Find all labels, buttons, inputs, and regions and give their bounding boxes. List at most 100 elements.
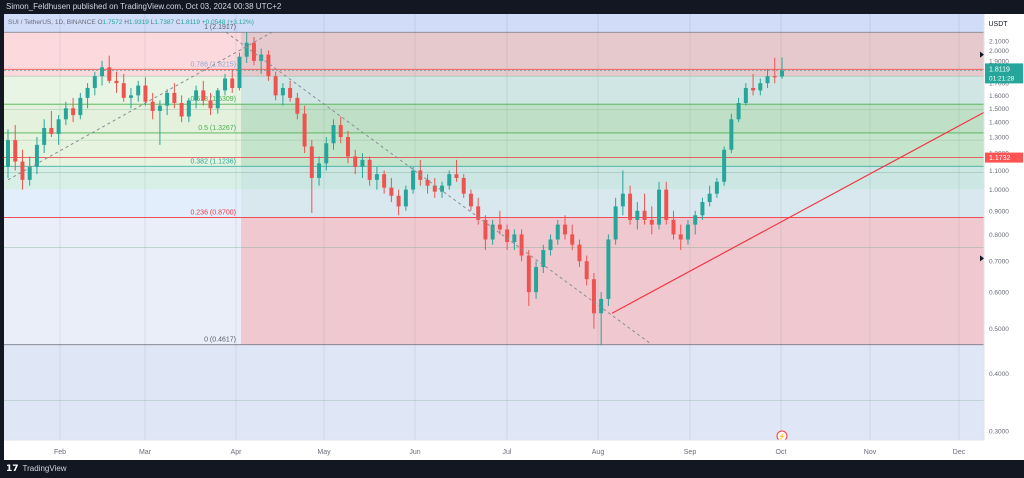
candle-body[interactable] [476, 206, 481, 220]
candle-body[interactable] [780, 70, 784, 77]
candle-body[interactable] [570, 234, 575, 245]
candle-body[interactable] [577, 244, 582, 262]
candle-body[interactable] [563, 224, 567, 235]
candle-body[interactable] [71, 108, 76, 116]
candle-body[interactable] [201, 90, 206, 101]
candle-body[interactable] [736, 103, 741, 120]
candle-body[interactable] [317, 163, 322, 178]
candle-body[interactable] [309, 146, 314, 178]
candle-body[interactable] [657, 189, 662, 225]
candle-body[interactable] [411, 170, 416, 190]
candle-body[interactable] [208, 100, 213, 109]
candle-body[interactable] [606, 239, 611, 299]
candle-body[interactable] [729, 119, 734, 150]
candle-body[interactable] [367, 159, 372, 180]
candle-body[interactable] [295, 97, 300, 114]
candle-body[interactable] [584, 261, 589, 280]
ascending-trendline[interactable] [611, 111, 985, 314]
candle-body[interactable] [722, 149, 727, 182]
candle-body[interactable] [685, 224, 690, 240]
candle-body[interactable] [591, 279, 596, 314]
candle-body[interactable] [215, 90, 220, 109]
candle-body[interactable] [541, 250, 546, 268]
candle-body[interactable] [461, 177, 466, 194]
candle-body[interactable] [353, 156, 358, 167]
candle-body[interactable] [345, 137, 350, 157]
candle-body[interactable] [374, 174, 379, 180]
price-axis[interactable] [984, 14, 1024, 460]
candle-body[interactable] [454, 174, 459, 178]
candle-body[interactable] [6, 140, 10, 167]
candle-body[interactable] [136, 85, 141, 96]
candle-body[interactable] [751, 87, 756, 91]
candle-body[interactable] [27, 166, 32, 180]
candle-body[interactable] [157, 105, 162, 111]
candle-body[interactable] [143, 85, 148, 102]
candle-body[interactable] [331, 125, 336, 144]
candle-body[interactable] [230, 78, 235, 88]
fib-dashed-downleg[interactable] [225, 31, 653, 346]
candle-body[interactable] [266, 54, 271, 77]
candle-body[interactable] [128, 95, 133, 98]
candle-body[interactable] [360, 159, 365, 167]
candle-body[interactable] [49, 127, 54, 134]
candle-body[interactable] [649, 219, 654, 225]
candle-body[interactable] [765, 76, 770, 84]
candle-body[interactable] [288, 87, 293, 98]
candle-body[interactable] [599, 298, 604, 314]
candle-body[interactable] [165, 92, 170, 106]
candle-body[interactable] [743, 87, 748, 104]
candle-body[interactable] [324, 143, 329, 164]
candle-body[interactable] [251, 42, 256, 61]
candle-body[interactable] [664, 189, 669, 220]
candle-body[interactable] [512, 234, 517, 243]
candle-body[interactable] [693, 215, 698, 225]
candle-body[interactable] [678, 234, 683, 240]
candle-body[interactable] [671, 219, 676, 235]
candle-body[interactable] [447, 174, 452, 186]
candle-body[interactable] [186, 100, 191, 117]
candle-body[interactable] [548, 239, 553, 251]
candle-body[interactable] [100, 67, 105, 77]
candle-body[interactable] [555, 224, 560, 240]
candle-body[interactable] [440, 185, 445, 192]
candle-body[interactable] [92, 76, 97, 88]
candle-body[interactable] [635, 210, 640, 220]
candle-body[interactable] [700, 202, 705, 216]
candle-body[interactable] [505, 229, 510, 243]
candle-body[interactable] [758, 83, 763, 91]
candle-body[interactable] [389, 187, 394, 196]
candle-body[interactable] [150, 101, 155, 111]
candle-body[interactable] [497, 224, 502, 230]
fib-dashed-upleg[interactable] [7, 31, 273, 181]
candle-body[interactable] [107, 67, 112, 81]
candle-body[interactable] [13, 140, 18, 162]
candle-body[interactable] [519, 234, 524, 256]
time-axis[interactable] [4, 440, 984, 460]
candle-body[interactable] [172, 92, 177, 104]
candle-body[interactable] [85, 87, 90, 98]
candle-body[interactable] [63, 108, 68, 120]
candle-body[interactable] [179, 103, 184, 117]
candle-body[interactable] [526, 255, 531, 293]
candle-body[interactable] [432, 185, 437, 192]
candle-body[interactable] [613, 206, 618, 240]
candle-body[interactable] [20, 161, 25, 180]
ohlc-legend[interactable]: SUI / TetherUS, 1D, BINANCE O1.7572 H1.9… [8, 19, 254, 26]
candle-body[interactable] [403, 189, 408, 207]
candle-body[interactable] [396, 195, 401, 207]
candle-body[interactable] [714, 181, 719, 194]
candle-body[interactable] [620, 193, 625, 207]
candle-body[interactable] [483, 219, 488, 240]
candle-body[interactable] [237, 56, 242, 88]
candle-body[interactable] [707, 193, 712, 203]
candle-body[interactable] [273, 76, 278, 96]
candle-body[interactable] [244, 42, 249, 57]
candle-body[interactable] [302, 113, 307, 147]
candle-body[interactable] [425, 179, 430, 186]
candle-body[interactable] [56, 119, 61, 134]
chart-frame[interactable]: 1 (2.1917)0.786 (1.8215)0.618 (1.5309)0.… [4, 14, 1024, 460]
candle-body[interactable] [42, 127, 47, 145]
candle-body[interactable] [34, 144, 39, 167]
candle-body[interactable] [468, 193, 473, 207]
